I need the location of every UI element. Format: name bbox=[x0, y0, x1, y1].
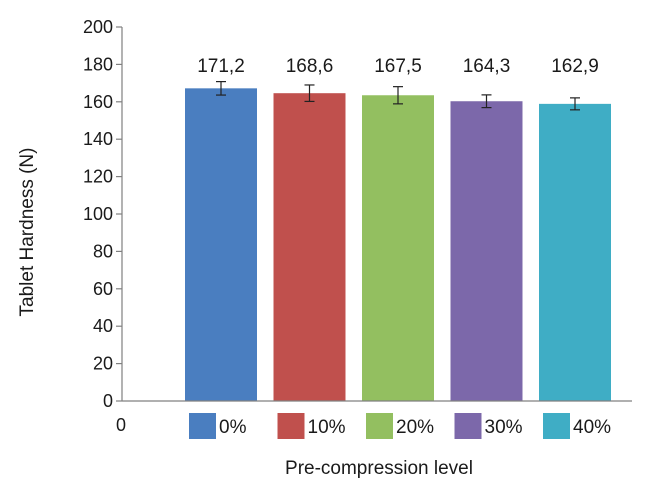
legend-item: 0% bbox=[189, 413, 247, 439]
y-tick-label: 100 bbox=[83, 204, 113, 224]
legend-swatch bbox=[366, 413, 393, 439]
bar-40pct bbox=[539, 103, 611, 402]
y-tick-label: 40 bbox=[93, 316, 113, 336]
x-origin-label: 0 bbox=[116, 415, 126, 435]
data-label: 167,5 bbox=[374, 56, 422, 77]
legend-item: 10% bbox=[277, 413, 346, 439]
legend-item: 40% bbox=[543, 413, 611, 439]
y-tick-label: 0 bbox=[103, 391, 113, 411]
legend-label: 0% bbox=[219, 417, 247, 438]
legend-item: 20% bbox=[366, 413, 434, 439]
y-axis: 0 20 40 60 80 100 120 140 160 180 200 bbox=[83, 17, 123, 411]
legend-label: 10% bbox=[308, 417, 346, 438]
legend-label: 30% bbox=[485, 417, 523, 438]
data-label: 168,6 bbox=[286, 56, 334, 77]
legend-label: 20% bbox=[396, 417, 434, 438]
y-tick-label: 200 bbox=[83, 17, 113, 37]
legend-swatch bbox=[543, 413, 570, 439]
bar-30pct bbox=[450, 101, 523, 401]
x-axis-title: Pre-compression level bbox=[285, 458, 473, 479]
y-tick-label: 60 bbox=[93, 279, 113, 299]
data-label: 164,3 bbox=[463, 56, 511, 77]
bar-20pct bbox=[362, 95, 434, 401]
data-label: 171,2 bbox=[197, 56, 245, 77]
legend-swatch bbox=[189, 413, 216, 439]
y-tick-label: 140 bbox=[83, 129, 113, 149]
legend-swatch bbox=[454, 413, 482, 439]
bar-10pct bbox=[273, 93, 346, 401]
legend-item: 30% bbox=[454, 413, 523, 439]
y-tick-label: 80 bbox=[93, 241, 113, 261]
bar-0pct bbox=[185, 88, 257, 401]
legend: 0% 10% 20% 30% 40% bbox=[189, 413, 611, 439]
y-tick-label: 120 bbox=[83, 167, 113, 187]
y-axis-title: Tablet Hardness (N) bbox=[17, 148, 38, 317]
data-label: 162,9 bbox=[551, 56, 599, 77]
data-labels: 171,2 168,6 167,5 164,3 162,9 bbox=[197, 56, 599, 77]
y-tick-label: 180 bbox=[83, 54, 113, 74]
error-bars bbox=[216, 81, 580, 111]
legend-swatch bbox=[277, 413, 305, 439]
legend-label: 40% bbox=[573, 417, 611, 438]
bars bbox=[185, 88, 611, 402]
y-tick-label: 160 bbox=[83, 92, 113, 112]
y-tick-label: 20 bbox=[93, 354, 113, 374]
